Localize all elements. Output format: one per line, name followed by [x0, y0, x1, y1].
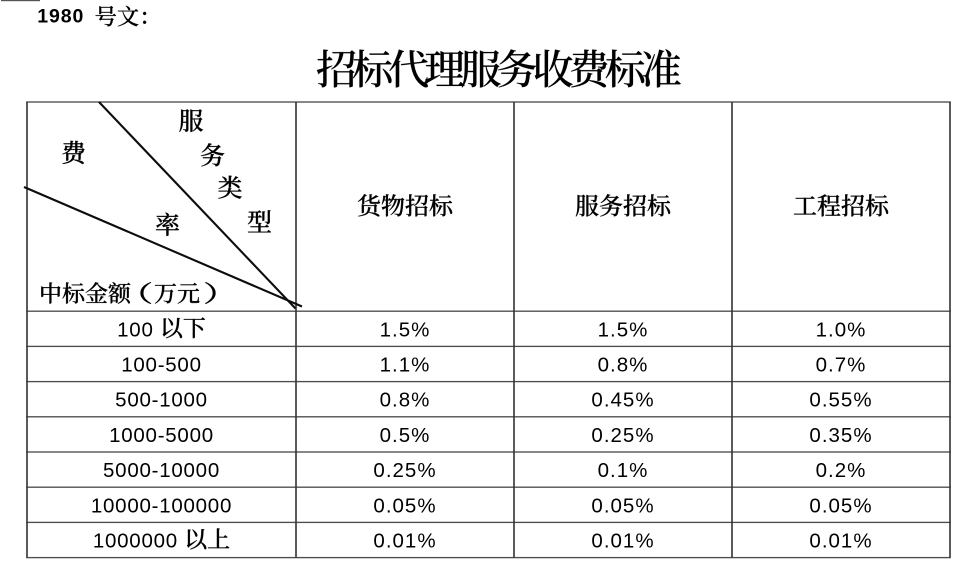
svg-text:0.8%: 0.8%: [380, 389, 431, 412]
svg-text:1.5%: 1.5%: [380, 318, 431, 341]
svg-text:5000-10000: 5000-10000: [103, 459, 220, 482]
svg-text:100-500: 100-500: [121, 354, 201, 377]
svg-text:10000-100000: 10000-100000: [91, 494, 232, 517]
svg-text:0.01%: 0.01%: [809, 530, 872, 553]
svg-text:0.8%: 0.8%: [598, 354, 649, 377]
svg-text:0.55%: 0.55%: [809, 389, 872, 412]
svg-text:0.7%: 0.7%: [816, 354, 867, 377]
svg-text:0.25%: 0.25%: [591, 424, 654, 447]
svg-text:0.35%: 0.35%: [809, 424, 872, 447]
svg-text:0.05%: 0.05%: [591, 494, 654, 517]
svg-text:0.45%: 0.45%: [591, 389, 654, 412]
svg-text:0.5%: 0.5%: [380, 424, 431, 447]
svg-text:0.1%: 0.1%: [598, 459, 649, 482]
svg-text:100: 100: [117, 318, 153, 341]
svg-text:1980: 1980: [37, 6, 84, 28]
svg-text:500-1000: 500-1000: [115, 389, 208, 412]
svg-text:0.05%: 0.05%: [809, 494, 872, 517]
svg-text:1000-5000: 1000-5000: [109, 424, 214, 447]
svg-text:1.0%: 1.0%: [816, 318, 867, 341]
svg-text:0.2%: 0.2%: [816, 459, 867, 482]
svg-text:1.5%: 1.5%: [598, 318, 649, 341]
svg-text:1000000: 1000000: [93, 530, 178, 553]
svg-text:1.1%: 1.1%: [380, 354, 431, 377]
svg-text:0.05%: 0.05%: [373, 494, 436, 517]
svg-text:0.01%: 0.01%: [591, 530, 654, 553]
svg-text:0.25%: 0.25%: [373, 459, 436, 482]
svg-text:0.01%: 0.01%: [373, 530, 436, 553]
